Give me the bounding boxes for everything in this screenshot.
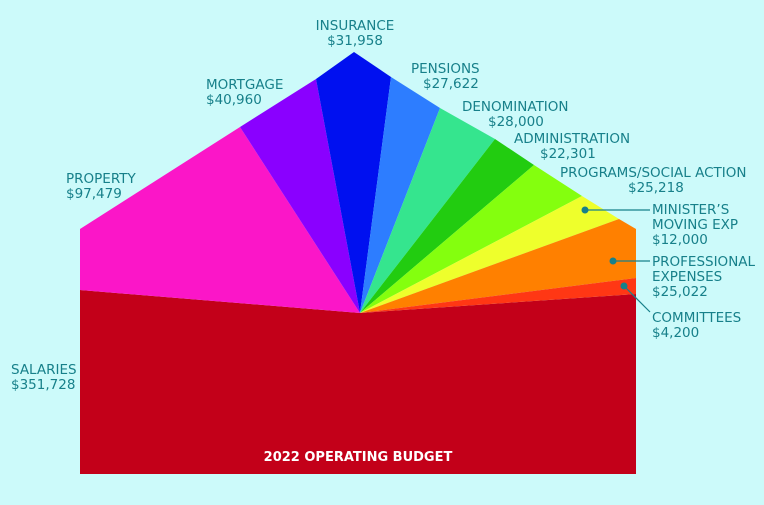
callout-dot-committees bbox=[620, 282, 628, 290]
label-programs: PROGRAMS/SOCIAL ACTION $25,218 bbox=[560, 165, 747, 196]
slice-insurance bbox=[316, 52, 391, 313]
label-administration: ADMINISTRATION $22,301 bbox=[514, 131, 631, 162]
callout-dot-ministers bbox=[581, 206, 589, 214]
label-denomination: DENOMINATION $28,000 bbox=[462, 99, 569, 130]
label-salaries: SALARIES $351,728 bbox=[11, 362, 77, 393]
slice-professional-expenses bbox=[360, 219, 636, 313]
label-property: PROPERTY $97,479 bbox=[66, 171, 136, 202]
callout-dot-professional bbox=[609, 257, 617, 265]
slice-property bbox=[80, 127, 360, 313]
slice-programs bbox=[360, 165, 582, 313]
slice-pensions bbox=[360, 77, 440, 313]
slice-ministers-moving-exp bbox=[360, 196, 619, 313]
callout-line-committees bbox=[623, 285, 651, 313]
label-ministers-moving-exp: MINISTER’S MOVING EXP $12,000 bbox=[652, 202, 739, 248]
label-insurance: INSURANCE $31,958 bbox=[315, 18, 395, 49]
label-mortgage: MORTGAGE $40,960 bbox=[206, 77, 284, 108]
label-committees: COMMITTEES $4,200 bbox=[652, 310, 742, 341]
slice-administration bbox=[360, 139, 534, 313]
slice-denomination bbox=[360, 108, 495, 313]
label-pensions: PENSIONS $27,622 bbox=[411, 61, 480, 92]
slice-salaries bbox=[80, 290, 636, 474]
label-professional-expenses: PROFESSIONAL EXPENSES $25,022 bbox=[652, 254, 756, 300]
chart-title: 2022 OPERATING BUDGET bbox=[263, 450, 453, 465]
slice-committees bbox=[360, 278, 636, 313]
slice-mortgage bbox=[240, 79, 360, 313]
